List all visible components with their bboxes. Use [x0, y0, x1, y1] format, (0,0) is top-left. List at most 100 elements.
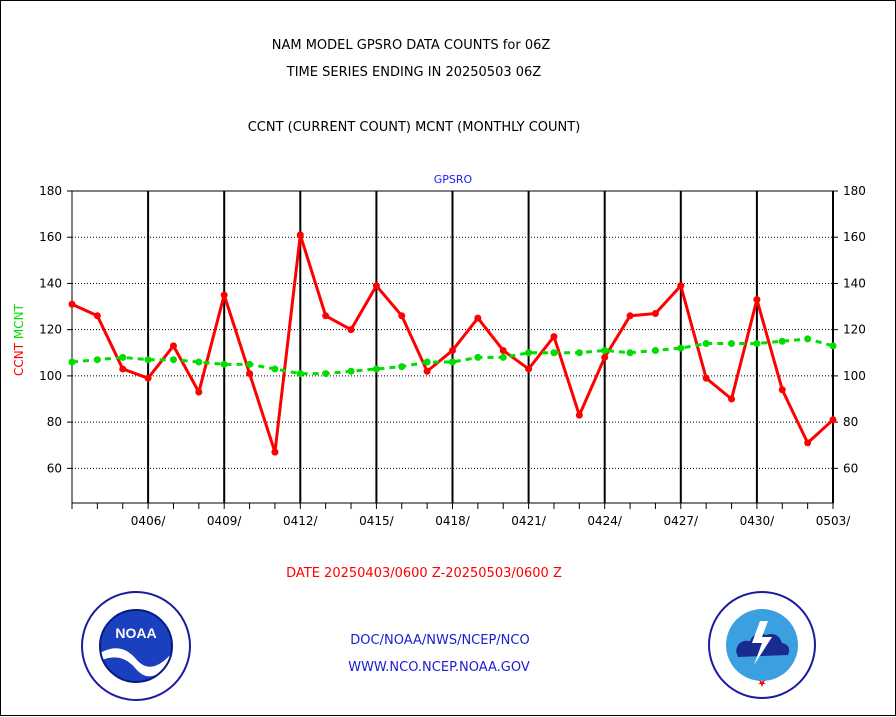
data-point-ccnt: [372, 282, 380, 290]
data-point-ccnt: [778, 386, 786, 394]
data-point-ccnt: [271, 448, 279, 456]
noaa-logo-text: NOAA: [115, 625, 156, 641]
y-tick-label-left: 80: [47, 415, 62, 429]
data-point-mcnt: [778, 337, 786, 345]
website-link[interactable]: WWW.NCO.NCEP.NOAA.GOV: [348, 660, 530, 675]
x-tick-label: 0424/: [587, 514, 623, 528]
y-tick-label-right: 120: [843, 323, 866, 337]
x-tick-label: 0406/: [131, 514, 167, 528]
data-point-mcnt: [829, 342, 837, 350]
data-point-ccnt: [626, 312, 634, 320]
y-tick-label-right: 100: [843, 369, 866, 383]
data-point-mcnt: [702, 340, 710, 348]
noaa-logo: NOAA: [81, 591, 191, 701]
y-tick-label-right: 180: [843, 184, 866, 198]
data-point-ccnt: [220, 291, 228, 299]
x-tick-label: 0503/: [816, 514, 852, 528]
data-point-mcnt: [398, 363, 406, 371]
data-point-ccnt: [753, 296, 761, 304]
data-point-ccnt: [296, 231, 304, 239]
x-axis-date-label: DATE 20250403/0600 Z-20250503/0600 Z: [286, 566, 562, 581]
data-point-mcnt: [271, 365, 279, 373]
y-axis-label-mcnt: MCNT: [12, 304, 26, 340]
x-tick-label: 0421/: [511, 514, 547, 528]
x-tick-label: 0427/: [664, 514, 700, 528]
data-point-mcnt: [322, 370, 330, 378]
x-tick-label: 0418/: [435, 514, 471, 528]
data-point-ccnt: [728, 395, 736, 403]
x-tick-label: 0415/: [359, 514, 395, 528]
data-point-ccnt: [119, 365, 127, 373]
data-point-ccnt: [601, 353, 609, 361]
data-point-ccnt: [677, 282, 685, 290]
data-point-ccnt: [804, 439, 812, 447]
data-point-ccnt: [474, 314, 482, 322]
y-axis-label-ccnt: CCNT: [12, 342, 26, 376]
data-point-mcnt: [474, 353, 482, 361]
data-point-ccnt: [829, 416, 837, 424]
data-point-mcnt: [169, 356, 177, 364]
y-tick-label-right: 160: [843, 230, 866, 244]
y-tick-label-right: 80: [843, 415, 858, 429]
y-tick-label-left: 140: [39, 276, 62, 290]
data-point-ccnt: [423, 367, 431, 375]
y-tick-label-left: 160: [39, 230, 62, 244]
data-point-mcnt: [449, 358, 456, 366]
data-point-mcnt: [296, 370, 304, 378]
data-point-mcnt: [372, 365, 380, 373]
data-point-mcnt: [195, 358, 203, 366]
data-point-mcnt: [525, 349, 533, 357]
data-point-mcnt: [550, 349, 558, 357]
data-point-mcnt: [499, 353, 507, 361]
chart-subtitle: CCNT (CURRENT COUNT) MCNT (MONTHLY COUNT…: [247, 120, 581, 135]
data-point-mcnt: [575, 349, 583, 357]
data-point-ccnt: [449, 346, 456, 354]
y-tick-label-left: 180: [39, 184, 62, 198]
data-point-ccnt: [525, 365, 533, 373]
data-point-ccnt: [499, 346, 507, 354]
x-tick-label: 0412/: [283, 514, 319, 528]
data-point-mcnt: [677, 344, 685, 352]
data-point-ccnt: [246, 370, 254, 378]
data-point-mcnt: [347, 367, 355, 375]
data-point-ccnt: [550, 333, 558, 341]
data-point-ccnt: [93, 312, 101, 320]
nws-logo: [708, 591, 816, 699]
data-point-mcnt: [220, 360, 228, 368]
data-point-mcnt: [804, 335, 812, 343]
data-point-ccnt: [68, 300, 76, 308]
data-point-ccnt: [702, 374, 710, 382]
agency-path: DOC/NOAA/NWS/NCEP/NCO: [350, 633, 530, 648]
data-point-ccnt: [651, 309, 659, 317]
data-point-mcnt: [651, 346, 659, 354]
data-point-ccnt: [169, 342, 177, 350]
data-point-ccnt: [575, 411, 583, 419]
data-point-mcnt: [423, 358, 431, 366]
title-line-1: NAM MODEL GPSRO DATA COUNTS for 06Z: [271, 38, 551, 53]
data-point-mcnt: [68, 358, 76, 366]
y-tick-label-right: 60: [843, 461, 858, 475]
x-tick-label: 0409/: [207, 514, 243, 528]
y-tick-label-left: 120: [39, 323, 62, 337]
data-point-ccnt: [347, 326, 355, 334]
y-axis-label: CCNT MCNT: [12, 304, 26, 376]
y-tick-label-right: 140: [843, 276, 866, 290]
data-point-mcnt: [93, 356, 101, 364]
data-point-mcnt: [119, 353, 127, 361]
data-point-mcnt: [144, 356, 152, 364]
title-line-2: TIME SERIES ENDING IN 20250503 06Z: [286, 65, 542, 80]
data-point-mcnt: [626, 349, 634, 357]
y-tick-label-left: 60: [47, 461, 62, 475]
data-point-ccnt: [195, 388, 203, 396]
data-point-ccnt: [322, 312, 330, 320]
data-point-mcnt: [728, 340, 736, 348]
y-tick-label-left: 100: [39, 369, 62, 383]
chart-inner-title: GPSRO: [433, 173, 473, 186]
data-point-mcnt: [246, 360, 254, 368]
data-point-mcnt: [753, 340, 761, 348]
data-point-mcnt: [601, 346, 609, 354]
data-point-ccnt: [144, 374, 152, 382]
x-tick-label: 0430/: [740, 514, 776, 528]
